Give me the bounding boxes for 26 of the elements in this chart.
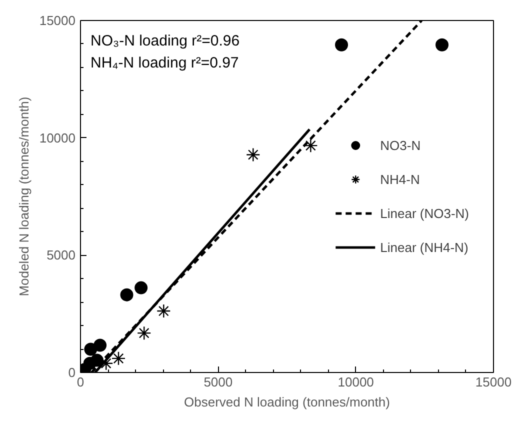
x-tick-label: 5000 xyxy=(204,374,233,390)
point xyxy=(111,351,126,366)
y-tick-label: 5000 xyxy=(46,248,76,263)
point xyxy=(335,38,348,52)
legend-label: Linear (NO3-N) xyxy=(380,206,469,220)
point xyxy=(436,38,449,52)
annotation: NO₃-N loading r²=0.96 xyxy=(90,32,240,50)
legend-label: NH4-N xyxy=(380,172,420,186)
point xyxy=(304,138,318,153)
point xyxy=(134,281,148,294)
legend-label: NO3-N xyxy=(380,138,421,152)
y-tick-label: 10000 xyxy=(39,130,76,146)
point xyxy=(137,326,152,340)
point xyxy=(84,342,98,356)
annotation: NH₄-N loading r²=0.97 xyxy=(90,54,239,72)
point xyxy=(120,288,134,302)
point xyxy=(99,356,114,370)
y-tick-label: 15000 xyxy=(39,13,76,28)
point xyxy=(246,148,260,162)
y-axis-title: Modeled N loading (tonnes/month) xyxy=(16,96,32,296)
x-axis-title: Observed N loading (tonnes/month) xyxy=(184,394,390,410)
x-tick-label: 10000 xyxy=(338,374,374,390)
legend-label: Linear (NH4-N) xyxy=(380,240,468,254)
x-tick-label: 15000 xyxy=(475,374,512,390)
point xyxy=(156,304,171,318)
y-tick-label: 0 xyxy=(68,365,76,380)
